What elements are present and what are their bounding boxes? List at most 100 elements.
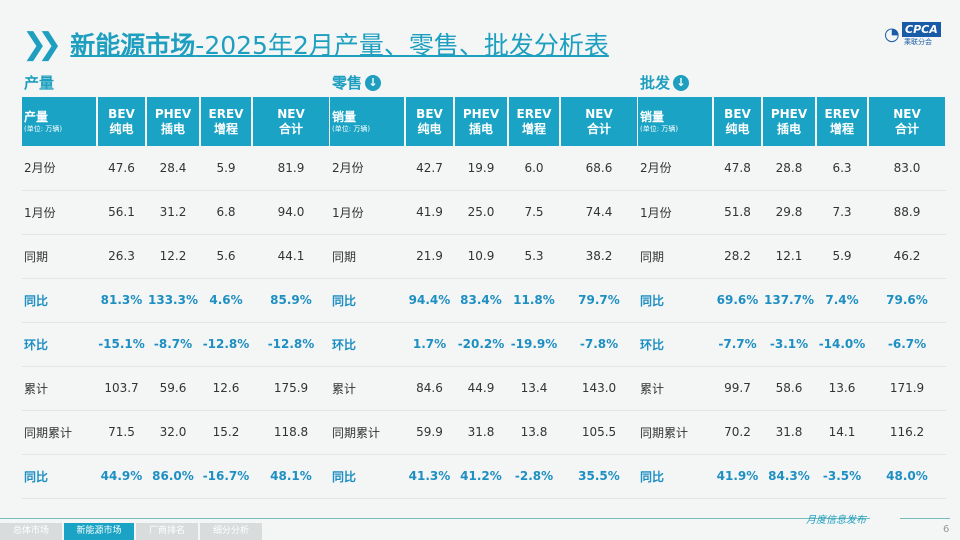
cell-value: 31.8 <box>762 410 816 455</box>
cell-value: 29.8 <box>762 190 816 235</box>
row-label: 同比 <box>330 278 405 323</box>
table-row: 2月份 47.8 28.8 6.3 83.0 <box>638 146 946 191</box>
cell-value: 68.6 <box>560 146 638 191</box>
column-header-zh: 合计 <box>586 121 611 136</box>
cell-value: 6.8 <box>200 190 252 235</box>
cell-value: 84.3% <box>762 454 816 499</box>
cell-value: 7.5 <box>508 190 560 235</box>
footer-tab[interactable]: 厂商排名 <box>136 523 198 540</box>
cell-value: 44.9% <box>97 454 146 499</box>
footer-divider <box>0 518 870 519</box>
cell-value: 15.2 <box>200 410 252 455</box>
row-label: 累计 <box>330 366 405 411</box>
table-row: 累计 103.7 59.6 12.6 175.9 <box>22 366 330 411</box>
column-header-en: PHEV <box>770 106 808 121</box>
cell-value: 25.0 <box>454 190 508 235</box>
table-row: 同期累计 70.2 31.8 14.1 116.2 <box>638 410 946 455</box>
row-label: 同期 <box>330 234 405 279</box>
cell-value: 11.8% <box>508 278 560 323</box>
cell-value: 41.9% <box>713 454 762 499</box>
cell-value: 47.8 <box>713 146 762 191</box>
cell-value: -16.7% <box>200 454 252 499</box>
cell-value: 26.3 <box>97 234 146 279</box>
cell-value: 31.8 <box>454 410 508 455</box>
data-table: 销量 (单位: 万辆) BEV 纯电 PHEV 插电 EREV 增程 NEV 合计 2月份 42.7 1… <box>330 97 639 499</box>
cell-value: 35.5% <box>560 454 638 499</box>
column-header-zh: 增程 <box>213 121 238 136</box>
table-row: 环比 -15.1% -8.7% -12.8% -12.8% <box>22 322 330 367</box>
cell-value: 74.4 <box>560 190 638 235</box>
column-header: BEV 纯电 <box>713 97 763 146</box>
cell-value: -12.8% <box>200 322 252 367</box>
cell-value: 70.2 <box>713 410 762 455</box>
table-row: 累计 99.7 58.6 13.6 171.9 <box>638 366 946 411</box>
cell-value: 44.1 <box>252 234 330 279</box>
column-header-zh: 增程 <box>829 121 854 136</box>
cell-value: 28.4 <box>146 146 200 191</box>
cell-value: 19.9 <box>454 146 508 191</box>
cell-value: 58.6 <box>762 366 816 411</box>
label-header-text: 销量 <box>640 109 665 124</box>
cell-value: 5.9 <box>200 146 252 191</box>
column-header: PHEV 插电 <box>762 97 817 146</box>
cpca-logo: ◔ CPCA 乘联分会 <box>880 22 941 48</box>
data-table: 销量 (单位: 万辆) BEV 纯电 PHEV 插电 EREV 增程 NEV 合计 2月份 47.8 2… <box>638 97 947 499</box>
column-header-zh: 插电 <box>776 121 801 136</box>
cell-value: 5.9 <box>816 234 868 279</box>
table-row: 同期累计 71.5 32.0 15.2 118.8 <box>22 410 330 455</box>
footer-tab[interactable]: 总体市场 <box>0 523 62 540</box>
column-header-zh: 纯电 <box>109 121 134 136</box>
cell-value: -3.5% <box>816 454 868 499</box>
column-header-zh: 纯电 <box>417 121 442 136</box>
row-label: 同期 <box>638 234 713 279</box>
footer-tab[interactable]: 细分分析 <box>200 523 262 540</box>
cell-value: 12.1 <box>762 234 816 279</box>
cell-value: 32.0 <box>146 410 200 455</box>
column-header: EREV 增程 <box>508 97 561 146</box>
row-label: 累计 <box>22 366 97 411</box>
row-label: 2月份 <box>638 146 713 191</box>
label-header-text: 产量 <box>24 109 49 124</box>
cell-value: -15.1% <box>97 322 146 367</box>
table-row: 同比 44.9% 86.0% -16.7% 48.1% <box>22 454 330 499</box>
cell-value: 5.6 <box>200 234 252 279</box>
column-header: EREV 增程 <box>816 97 869 146</box>
cell-value: 4.6% <box>200 278 252 323</box>
cell-value: 48.0% <box>868 454 946 499</box>
cell-value: 94.4% <box>405 278 454 323</box>
footer-tab-active[interactable]: 新能源市场 <box>64 523 134 540</box>
label-header: 销量 (单位: 万辆) <box>638 97 714 146</box>
column-header-en: EREV <box>208 106 244 121</box>
cell-value: -19.9% <box>508 322 560 367</box>
column-header: EREV 增程 <box>200 97 253 146</box>
cell-value: 79.6% <box>868 278 946 323</box>
cell-value: 56.1 <box>97 190 146 235</box>
cell-value: 105.5 <box>560 410 638 455</box>
row-label: 同比 <box>22 278 97 323</box>
row-label: 环比 <box>638 322 713 367</box>
cell-value: 103.7 <box>97 366 146 411</box>
row-label: 2月份 <box>330 146 405 191</box>
column-header: BEV 纯电 <box>405 97 455 146</box>
double-chevron-icon: ❯❯ <box>22 26 62 62</box>
cell-value: 6.0 <box>508 146 560 191</box>
cell-value: -7.7% <box>713 322 762 367</box>
cell-value: 116.2 <box>868 410 946 455</box>
cell-value: -6.7% <box>868 322 946 367</box>
cell-value: 88.9 <box>868 190 946 235</box>
cell-value: 83.4% <box>454 278 508 323</box>
table-row: 同期 21.9 10.9 5.3 38.2 <box>330 234 638 279</box>
header-row: 销量 (单位: 万辆) BEV 纯电 PHEV 插电 EREV 增程 NEV 合计 <box>330 97 639 146</box>
cell-value: 143.0 <box>560 366 638 411</box>
cell-value: 79.7% <box>560 278 638 323</box>
cell-value: 137.7% <box>762 278 816 323</box>
row-label: 同比 <box>638 278 713 323</box>
cell-value: -14.0% <box>816 322 868 367</box>
row-label: 环比 <box>330 322 405 367</box>
cell-value: -2.8% <box>508 454 560 499</box>
cell-value: 59.6 <box>146 366 200 411</box>
header-row: 销量 (单位: 万辆) BEV 纯电 PHEV 插电 EREV 增程 NEV 合计 <box>638 97 947 146</box>
data-table: 产量 (单位: 万辆) BEV 纯电 PHEV 插电 EREV 增程 NEV 合计 2月份 47.6 2… <box>22 97 331 499</box>
cell-value: 94.0 <box>252 190 330 235</box>
table-row: 同比 81.3% 133.3% 4.6% 85.9% <box>22 278 330 323</box>
